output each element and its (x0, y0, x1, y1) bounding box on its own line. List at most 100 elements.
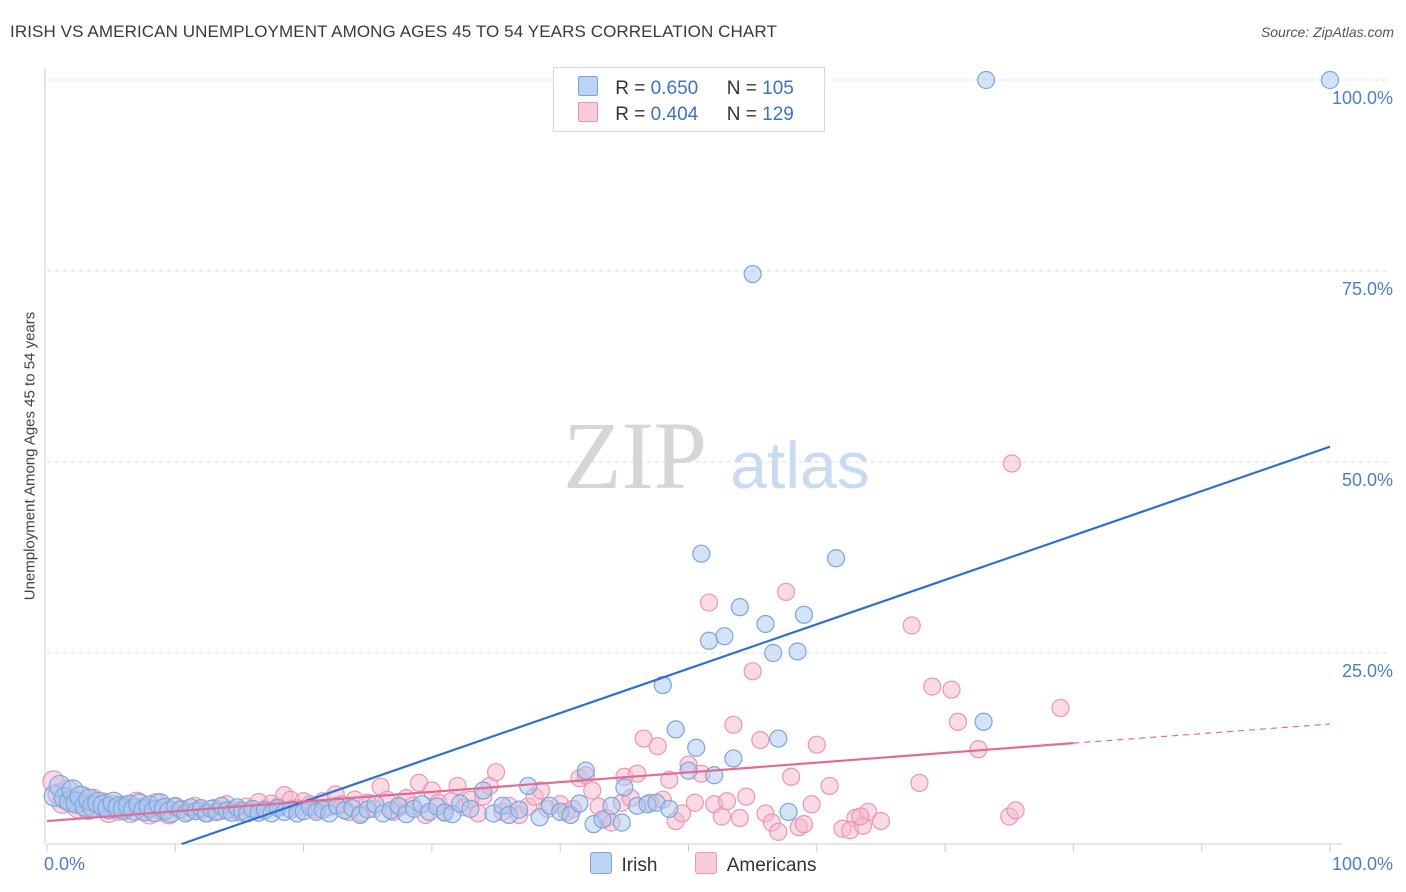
chart-source: Source: ZipAtlas.com (1260, 24, 1394, 40)
americans-point (782, 767, 801, 786)
y-tick-label: 100.0% (1332, 88, 1393, 108)
irish-point (724, 749, 743, 768)
americans-trend-line (46, 742, 1074, 823)
americans-point (871, 811, 891, 831)
americans-point (648, 737, 667, 756)
x-tick-label: 100.0% (1332, 854, 1393, 874)
americans-point (820, 776, 839, 796)
irish-point (779, 802, 798, 822)
irish-point (769, 729, 788, 748)
americans-point (942, 680, 961, 699)
americans-point (1051, 698, 1070, 718)
irish-point (615, 778, 634, 797)
americans-point (724, 715, 743, 734)
irish-point (974, 712, 993, 731)
irish-point (660, 799, 679, 818)
americans-point (448, 776, 467, 796)
irish-point (826, 549, 846, 568)
series-legend: Irish Americans (0, 852, 1406, 877)
tick-labels: 25.0% 50.0% 75.0% 100.0% 0.0% 100.0% (44, 88, 1393, 874)
irish-point (530, 808, 549, 827)
americans-point (807, 735, 826, 754)
irish-point (764, 643, 783, 663)
irish-point (977, 70, 996, 90)
americans-point (776, 582, 796, 601)
americans-point (948, 712, 968, 731)
correlation-legend: R = 0.650 N = 105 R = 0.404 N = 129 (553, 67, 825, 132)
y-tick-label: 75.0% (1342, 279, 1393, 299)
americans-point (751, 730, 770, 750)
y-tick-label: 25.0% (1342, 661, 1393, 681)
legend-item-americans: Americans (694, 852, 817, 877)
irish-point (788, 642, 807, 661)
watermark: ZIP atlas (563, 402, 870, 509)
americans-r-value: 0.404 (650, 104, 699, 125)
irish-n-value: 105 (762, 78, 794, 99)
americans-point (712, 807, 731, 826)
legend-item-irish: Irish (589, 852, 658, 877)
americans-point (685, 793, 705, 812)
x-tick-label: 0.0% (44, 854, 85, 874)
americans-point (743, 662, 762, 681)
americans-point (1002, 454, 1021, 473)
irish-point (687, 738, 706, 757)
irish-r-label: R = (615, 78, 646, 99)
americans-point (737, 787, 756, 806)
irish-point (570, 794, 589, 813)
americans-point (486, 763, 506, 782)
irish-point (666, 720, 685, 739)
americans-point (1006, 801, 1025, 820)
americans-n-value: 129 (762, 104, 794, 125)
chart-title: IRISH VS AMERICAN UNEMPLOYMENT AMONG AGE… (10, 22, 777, 41)
irish-n-label: N = (726, 78, 757, 99)
irish-point (474, 781, 493, 800)
legend-irish-swatch (589, 852, 612, 874)
americans-point (902, 616, 921, 635)
americans-point (717, 792, 737, 811)
irish-point (699, 631, 719, 650)
watermark-zip: ZIP (563, 402, 707, 509)
irish-point (1320, 70, 1340, 90)
irish-points (43, 70, 1340, 834)
irish-point (576, 761, 595, 780)
americans-point (583, 781, 602, 800)
irish-point (461, 799, 480, 818)
americans-point (699, 593, 719, 612)
irish-point (602, 796, 621, 815)
irish-point (743, 264, 762, 284)
irish-trend-line (181, 445, 1331, 846)
americans-swatch (578, 102, 598, 122)
legend-row-irish: R = 0.650 N = 105 (578, 76, 794, 100)
irish-point (510, 800, 529, 819)
americans-trend-extension (1073, 723, 1331, 744)
americans-point (923, 677, 942, 696)
irish-point (692, 544, 711, 563)
americans-point (910, 773, 929, 792)
irish-r-value: 0.650 (650, 78, 699, 99)
irish-point (730, 598, 749, 617)
americans-point (634, 729, 653, 748)
americans-point (628, 764, 647, 783)
trend-lines (46, 445, 1331, 846)
y-tick-label: 50.0% (1342, 470, 1393, 490)
americans-point (730, 808, 749, 828)
irish-swatch (578, 76, 598, 96)
irish-point (679, 761, 698, 780)
americans-point (660, 770, 679, 789)
irish-point (715, 627, 734, 646)
americans-point (851, 807, 870, 826)
watermark-atlas: atlas (730, 428, 869, 502)
legend-row-americans: R = 0.404 N = 129 (578, 102, 794, 126)
irish-point (593, 810, 612, 829)
americans-r-label: R = (615, 104, 646, 125)
axes (44, 68, 1342, 852)
americans-point (802, 795, 821, 814)
americans-n-label: N = (726, 104, 757, 125)
irish-point (612, 813, 631, 832)
irish-point (756, 614, 775, 634)
legend-americans-label: Americans (726, 855, 817, 876)
grid-lines (47, 79, 1390, 654)
legend-americans-swatch (694, 852, 717, 874)
legend-irish-label: Irish (621, 855, 658, 876)
